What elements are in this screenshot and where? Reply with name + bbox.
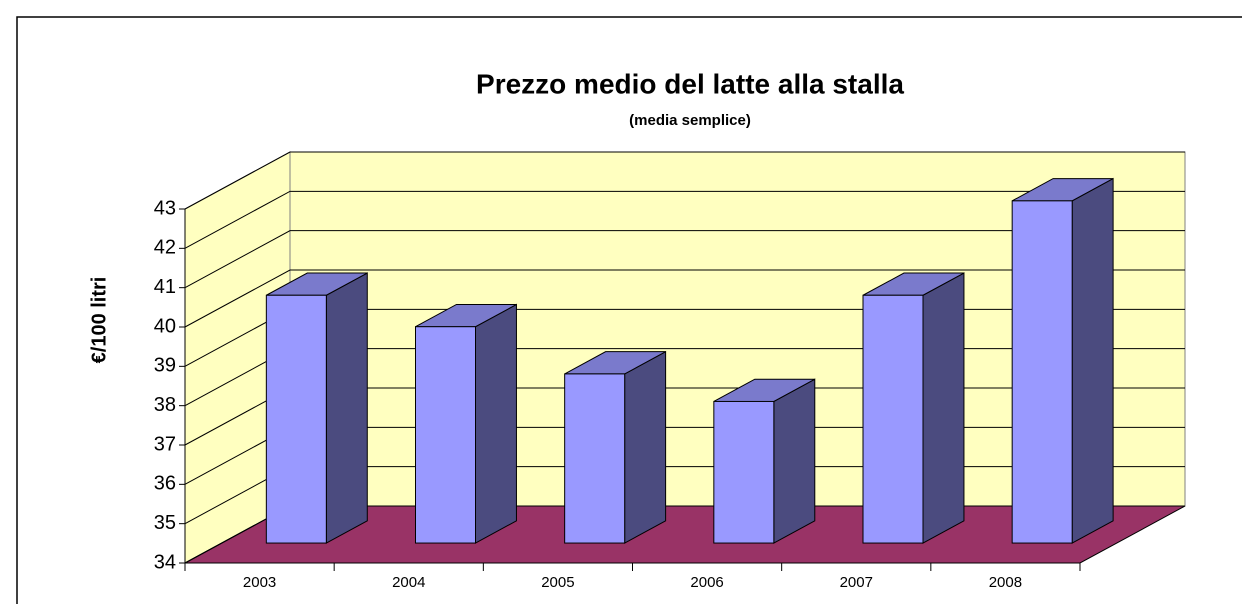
x-tick-label: 2004 [392, 574, 425, 591]
y-axis-label: €/100 litri [88, 277, 110, 364]
bar-side [773, 378, 816, 544]
x-tick-label: 2003 [243, 574, 276, 591]
bar [713, 400, 775, 544]
bar-side [922, 272, 965, 544]
grid-line [184, 190, 1185, 249]
y-tick-label: 36 [154, 473, 176, 495]
bar [415, 326, 476, 544]
y-tick-label: 38 [154, 394, 176, 416]
y-tick-label: 34 [154, 551, 176, 573]
y-tick-label: 40 [154, 315, 176, 337]
y-tick-label: 41 [154, 276, 176, 298]
bar [1011, 200, 1073, 544]
y-tick-label: 37 [154, 433, 176, 455]
x-tick-label: 2008 [989, 574, 1022, 591]
bar-side [1071, 177, 1114, 544]
bar-side [475, 303, 517, 544]
grid-line [184, 151, 1185, 210]
bar-side [624, 350, 667, 544]
bar [265, 294, 327, 544]
chart-subtitle: (media semplice) [629, 112, 751, 129]
chart-title: Prezzo medio del latte alla stalla [476, 68, 904, 99]
bar [564, 373, 626, 544]
x-tick-label: 2005 [541, 574, 574, 591]
x-tick-label: 2007 [840, 574, 873, 591]
bar-side [325, 272, 368, 544]
grid-line [184, 269, 1185, 328]
bar [862, 294, 924, 544]
y-tick-label: 42 [154, 237, 176, 259]
y-tick-label: 35 [154, 512, 176, 534]
grid-line [184, 230, 1185, 289]
x-tick-label: 2006 [690, 574, 723, 591]
y-tick-label: 43 [154, 197, 176, 219]
y-tick-label: 39 [154, 355, 176, 377]
